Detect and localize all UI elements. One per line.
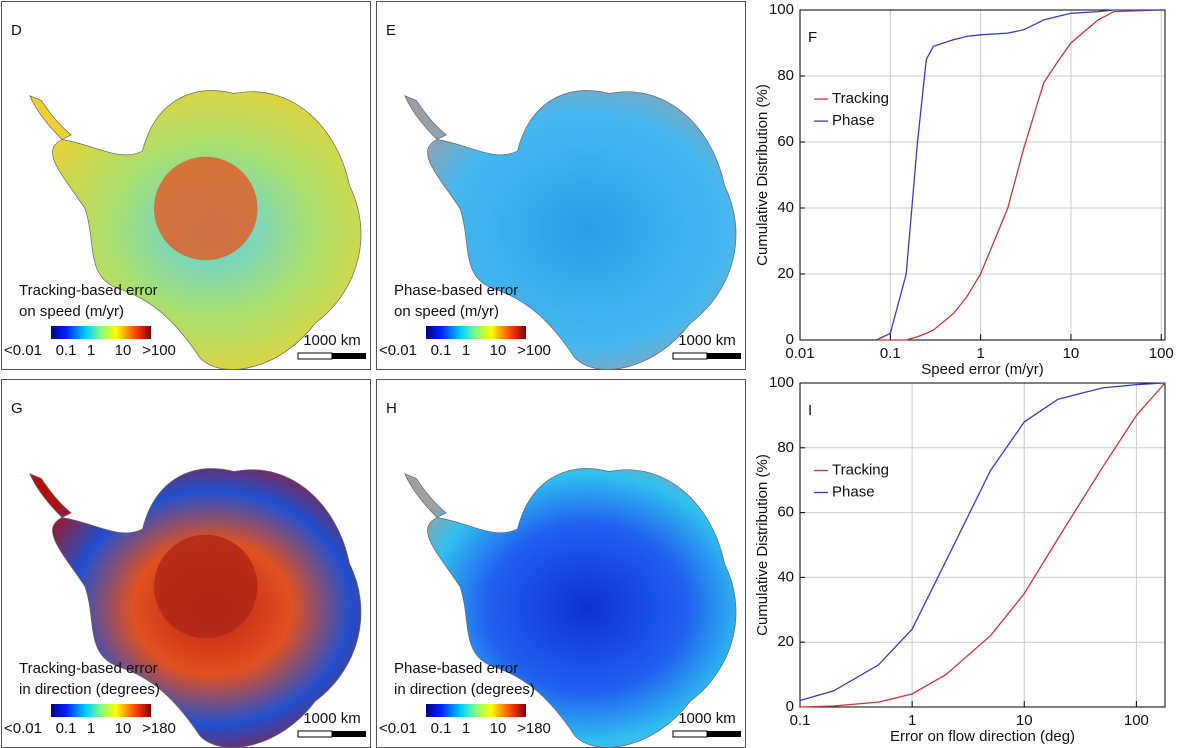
y-tick-label: 60 bbox=[777, 504, 794, 521]
scale-bar-black bbox=[707, 731, 741, 737]
x-tick-label: 1 bbox=[976, 345, 984, 362]
scale-bar-white bbox=[673, 731, 707, 737]
colorbar bbox=[426, 704, 526, 717]
x-tick-label: 100 bbox=[1124, 712, 1149, 729]
scale-bar-black bbox=[332, 731, 366, 737]
colorbar-label: 1 bbox=[462, 342, 470, 359]
y-tick-label: 40 bbox=[777, 199, 794, 216]
colorbar-label: 10 bbox=[490, 720, 507, 737]
scale-bar-white bbox=[298, 353, 332, 359]
y-tick-label: 20 bbox=[777, 633, 794, 650]
colorbar-label: 0.1 bbox=[56, 342, 77, 359]
y-tick-label: 40 bbox=[777, 568, 794, 585]
map-caption: in direction (degrees) bbox=[394, 681, 535, 698]
map-caption: on speed (m/yr) bbox=[394, 303, 499, 320]
y-tick-label: 100 bbox=[769, 1, 794, 18]
scale-label: 1000 km bbox=[678, 710, 736, 727]
x-axis-label: Error on flow direction (deg) bbox=[890, 728, 1075, 745]
plot-frame bbox=[800, 10, 1165, 340]
y-tick-label: 80 bbox=[777, 67, 794, 84]
pole-hole-region bbox=[154, 157, 258, 261]
map-caption: Phase-based error bbox=[394, 660, 518, 677]
x-tick-label: 10 bbox=[1016, 712, 1033, 729]
scale-bar-black bbox=[707, 353, 741, 359]
x-tick-label: 0.01 bbox=[785, 345, 814, 362]
panel-letter: D bbox=[11, 22, 22, 39]
series-line bbox=[800, 383, 1165, 707]
legend-label: Tracking bbox=[832, 461, 889, 478]
y-axis-label: Cumulative Distribution (%) bbox=[754, 454, 771, 636]
colorbar bbox=[426, 326, 526, 339]
plot-frame bbox=[800, 383, 1165, 707]
colorbar bbox=[51, 326, 151, 339]
panel-letter: I bbox=[808, 402, 812, 419]
pole-hole-region bbox=[154, 535, 258, 639]
colorbar-label: 0.1 bbox=[56, 720, 77, 737]
map-caption: on speed (m/yr) bbox=[19, 303, 124, 320]
x-tick-label: 10 bbox=[1063, 345, 1080, 362]
colorbar-label: <0.01 bbox=[379, 342, 417, 359]
y-axis-label: Cumulative Distribution (%) bbox=[754, 84, 771, 266]
colorbar-label: 0.1 bbox=[431, 342, 452, 359]
scale-bar-white bbox=[673, 353, 707, 359]
x-axis-label: Speed error (m/yr) bbox=[921, 361, 1044, 378]
colorbar-label: 10 bbox=[115, 720, 132, 737]
x-tick-label: 100 bbox=[1149, 345, 1174, 362]
map-caption: Phase-based error bbox=[394, 282, 518, 299]
y-tick-label: 20 bbox=[777, 265, 794, 282]
y-tick-label: 100 bbox=[769, 374, 794, 391]
colorbar-label: 10 bbox=[115, 342, 132, 359]
colorbar-label: >100 bbox=[517, 342, 551, 359]
colorbar-label: 1 bbox=[87, 720, 95, 737]
colorbar-label: >100 bbox=[142, 342, 176, 359]
legend-label: Phase bbox=[832, 112, 875, 129]
scale-bar-white bbox=[298, 731, 332, 737]
colorbar-label: 0.1 bbox=[431, 720, 452, 737]
colorbar-label: <0.01 bbox=[379, 720, 417, 737]
colorbar-label: 1 bbox=[87, 342, 95, 359]
panel-letter: F bbox=[808, 29, 817, 46]
legend-label: Phase bbox=[832, 483, 875, 500]
scale-label: 1000 km bbox=[303, 332, 361, 349]
colorbar-label: 1 bbox=[462, 720, 470, 737]
colorbar-label: >180 bbox=[142, 720, 176, 737]
map-caption: in direction (degrees) bbox=[19, 681, 160, 698]
x-tick-label: 1 bbox=[908, 712, 916, 729]
x-tick-label: 0.1 bbox=[880, 345, 901, 362]
colorbar-label: >180 bbox=[517, 720, 551, 737]
colorbar-label: <0.01 bbox=[4, 720, 42, 737]
panel-letter: H bbox=[386, 400, 397, 417]
y-tick-label: 60 bbox=[777, 133, 794, 150]
legend-label: Tracking bbox=[832, 90, 889, 107]
series-line bbox=[876, 10, 1161, 340]
x-tick-label: 0.1 bbox=[790, 712, 811, 729]
series-line bbox=[800, 383, 1165, 701]
scale-bar-black bbox=[332, 353, 366, 359]
y-tick-label: 80 bbox=[777, 439, 794, 456]
map-caption: Tracking-based error bbox=[19, 660, 158, 677]
scale-label: 1000 km bbox=[678, 332, 736, 349]
figure: D Tracking-based error on speed (m/yr) <0.0… bbox=[0, 0, 1183, 748]
colorbar-label: <0.01 bbox=[4, 342, 42, 359]
series-line bbox=[876, 10, 1161, 340]
colorbar-label: 10 bbox=[490, 342, 507, 359]
scale-label: 1000 km bbox=[303, 710, 361, 727]
panel-letter: G bbox=[11, 400, 23, 417]
panel-letter: E bbox=[386, 22, 396, 39]
map-caption: Tracking-based error bbox=[19, 282, 158, 299]
colorbar bbox=[51, 704, 151, 717]
